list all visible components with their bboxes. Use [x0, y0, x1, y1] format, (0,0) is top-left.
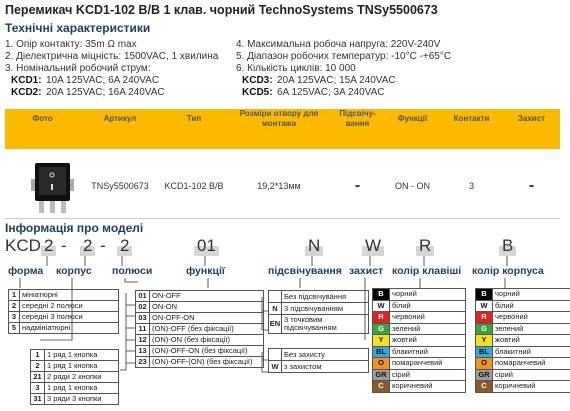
code-part: KCD — [5, 236, 41, 255]
table-header: Підсвічу-вання — [339, 109, 376, 128]
code-part: B — [499, 236, 517, 256]
table-header-bg — [5, 109, 560, 149]
code-part: N — [305, 236, 324, 256]
table-header: Захист — [517, 114, 546, 123]
table-header: Функції — [397, 114, 428, 123]
table-header: Артикул — [103, 114, 137, 123]
spec-line: 6. Кількість циклів: 10 000 — [236, 63, 356, 74]
option-code: W — [268, 360, 282, 373]
specs-heading: Технічні характеристики — [5, 21, 151, 35]
table-header: Розміри отвору для монтажа — [239, 109, 319, 128]
model-name: KCD1: — [11, 75, 42, 86]
table-cell: KCD1-102 B/B — [164, 181, 224, 191]
spec-line: 5. Діапазон робочих температур: -10°C -+… — [236, 51, 452, 62]
table-cell: - — [528, 177, 535, 194]
option-code: 23 — [135, 356, 150, 368]
model-text: 20A 125VAC; 16A 240VAC — [46, 87, 165, 98]
code-part: 01 — [194, 236, 219, 256]
title: Перемикач KCD1-102 B/B 1 клав. чорний Te… — [5, 3, 438, 17]
model-heading: Інформація про моделі — [5, 221, 144, 235]
option-label: колір клавіші — [392, 265, 462, 277]
spec-line: 4. Максимальна робоча напруга: 220V-240V — [236, 39, 441, 50]
model-name: KCD3: — [242, 75, 273, 86]
option-label: підсвічування — [268, 265, 342, 277]
spec-line: 1. Опір контакту: 35m Ω max — [5, 39, 137, 50]
table-row-bg — [5, 149, 560, 219]
table-cell: - — [354, 177, 361, 194]
code-part: - — [61, 236, 67, 255]
option-code: 31 — [30, 393, 45, 405]
table-header: Контакти — [453, 114, 490, 123]
table-header: Тип — [186, 114, 202, 123]
table-header: Фото — [32, 114, 53, 123]
spec-line: 2. Діелектрична міцність: 1500VAC, 1 хви… — [5, 51, 219, 62]
switch-photo — [31, 163, 74, 213]
code-part: 2 — [117, 236, 133, 256]
code-part: W — [362, 236, 385, 256]
table-cell: 3 — [468, 181, 474, 191]
option-code: C — [372, 380, 390, 393]
option-label: 3 ряди 3 кнопки — [44, 393, 119, 405]
option-code: EN — [268, 314, 282, 334]
option-label: функції — [186, 265, 225, 277]
table-cell: ON - ON — [395, 181, 430, 191]
code-part: 2 — [80, 236, 96, 256]
option-label: 3 точковим підсвічуванням — [281, 314, 369, 334]
option-label: (ON)-OFF-(ON) (без фіксації) — [149, 356, 264, 368]
option-label: корпус — [56, 265, 92, 277]
option-label: форма — [8, 265, 44, 277]
option-code: C — [475, 380, 493, 393]
model-text: 20A 125VAC; 15A 240VAC — [277, 75, 396, 86]
model-text: 10A 125VAC; 6A 240VAC — [46, 75, 160, 86]
option-label: полюси — [112, 265, 153, 277]
option-label: з захистом — [281, 360, 369, 373]
code-part: - — [100, 236, 106, 255]
model-name: KCD5: — [242, 87, 273, 98]
model-text: 6A 125VAC; 3A 240VAC — [277, 87, 385, 98]
option-label: надмініатюрні — [19, 322, 119, 334]
spec-line: 3. Номінальний робочий струм: — [5, 63, 151, 74]
table-cell: TNSy5500673 — [91, 181, 149, 191]
code-part: R — [416, 236, 435, 256]
table-cell: 19,2*13мм — [257, 181, 301, 191]
option-label: коричневий — [389, 380, 466, 393]
model-name: KCD2: — [11, 87, 42, 98]
option-label: коричневий — [492, 380, 570, 393]
option-label: колір корпуса — [472, 265, 544, 277]
option-label: захист — [349, 265, 384, 277]
code-part: 2 — [41, 236, 57, 256]
